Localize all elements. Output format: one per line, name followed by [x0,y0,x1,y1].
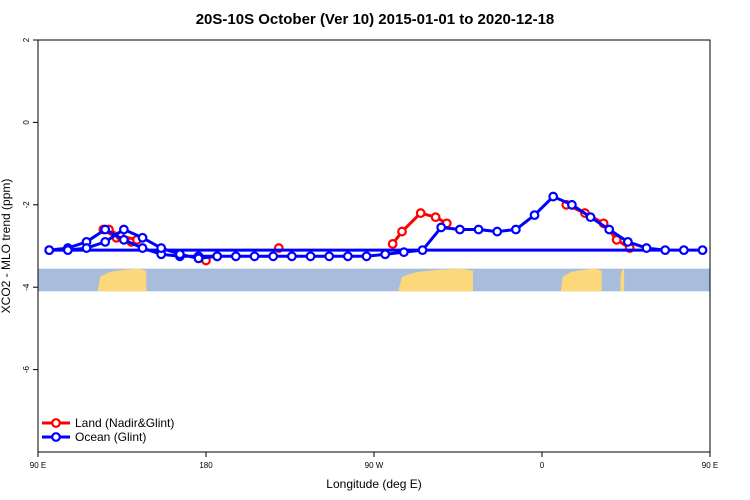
ocean-point [100,224,111,235]
ocean-point [62,245,73,256]
ocean-point [137,243,148,253]
y-tick-label: -6 [22,365,31,373]
ocean-point [548,191,559,202]
series-layer [44,191,708,266]
ocean-point [118,224,129,235]
ocean-point [641,243,652,253]
ocean-point [118,234,129,245]
chart-title: 20S-10S October (Ver 10) 2015-01-01 to 2… [196,11,555,28]
ocean-point [398,247,409,258]
legend-marker-ocean [51,432,61,442]
land-ocean-band [38,268,710,292]
ocean-point [174,249,185,260]
ocean-point [660,245,671,256]
x-tick-label: 180 [199,461,213,470]
land-patch [97,268,147,292]
ocean-point [697,245,708,256]
land-patch [560,268,602,292]
land-point [430,212,441,223]
land-patch [398,268,473,292]
y-axis: 2 0 -2 -4 -6 [22,37,38,373]
x-tick-label: 0 [540,461,545,470]
ocean-point [436,222,447,233]
x-tick-label: 90 E [30,461,46,470]
y-tick-label: 2 [22,37,31,42]
x-tick-label: 90 W [365,461,384,470]
ocean-point [529,210,540,221]
ocean-point [156,243,167,253]
ocean-point [454,224,465,235]
ocean-point [342,251,353,262]
ocean-point [324,251,335,262]
legend-label-ocean: Ocean (Glint) [75,430,146,444]
ocean-point [473,224,484,235]
ocean-point [585,212,596,223]
ocean-point [44,245,55,256]
ocean-point [510,224,521,235]
ocean-point [268,251,279,262]
ocean-point [622,236,633,247]
ocean-point [678,245,689,256]
legend-label-land: Land (Nadir&Glint) [75,416,174,430]
y-axis-label: XCO2 - MLO trend (ppm) [0,179,13,314]
x-axis-label: Longitude (deg E) [326,477,421,491]
ocean-band [38,268,710,292]
land-point [387,239,398,249]
ocean-point [305,251,316,262]
ocean-point [81,243,92,253]
land-point [415,208,426,218]
ocean-point [100,236,111,247]
ocean-point [212,251,223,262]
ocean-point [492,226,503,237]
ocean-point [249,251,260,262]
ocean-point [566,199,577,210]
ocean-point [137,232,148,243]
legend-marker-land [51,418,61,428]
ocean-point [417,245,428,256]
legend: Land (Nadir&Glint) Ocean (Glint) [42,416,174,444]
ocean-point [604,224,615,235]
y-tick-label: -2 [22,201,31,209]
y-tick-label: 0 [22,120,31,125]
ocean-point [286,251,297,262]
x-axis: 90 E 180 90 W 0 90 E [30,452,718,470]
y-tick-label: -4 [22,283,31,291]
ocean-point [380,249,391,260]
x-tick-label: 90 E [702,461,718,470]
land-point [397,226,407,237]
ocean-point [230,251,241,262]
land-patch [620,268,625,292]
ocean-point [193,253,204,264]
ocean-point [361,251,372,262]
ocean-line [47,195,705,260]
